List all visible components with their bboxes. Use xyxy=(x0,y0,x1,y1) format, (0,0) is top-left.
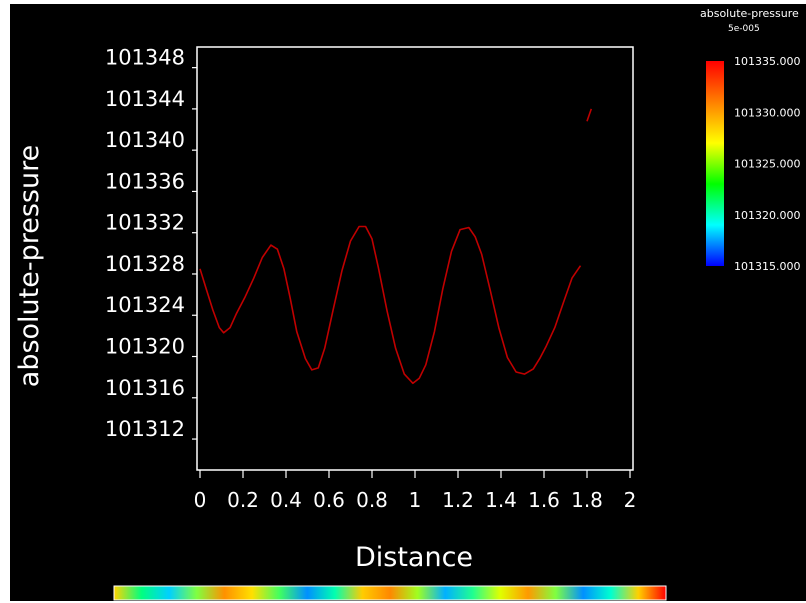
colorbar-tick-label: 101315.000 xyxy=(734,260,800,273)
colorbar-subtitle: 5e-005 xyxy=(728,24,760,34)
bottom-color-strip xyxy=(113,585,667,601)
series-line-2 xyxy=(586,108,593,122)
y-tick-label: 101340 xyxy=(105,128,185,152)
x-axis: 0 0.2 0.4 0.6 0.8 1 1.2 1.4 1.6 1.8 2 xyxy=(194,470,637,512)
line-chart: 101312 101316 101320 101324 101328 101332 1013… xyxy=(14,7,800,601)
y-tick-label: 101348 xyxy=(105,46,185,70)
x-tick-label: 1.8 xyxy=(571,488,603,512)
series-line-1 xyxy=(199,225,582,385)
colorbar-tick-label: 101335.000 xyxy=(734,55,800,68)
chart-viewport: 101312 101316 101320 101324 101328 101332 1013… xyxy=(10,4,806,601)
x-tick-label: 0.2 xyxy=(227,488,259,512)
y-axis-label: absolute-pressure xyxy=(14,145,45,387)
y-tick-label: 101324 xyxy=(105,293,185,317)
y-tick-label: 101344 xyxy=(105,87,185,111)
x-tick-label: 1.2 xyxy=(442,488,474,512)
series-layer xyxy=(199,108,593,385)
y-tick-label: 101316 xyxy=(105,376,185,400)
colorbar-title: absolute-pressure xyxy=(700,7,799,20)
y-tick-label: 101312 xyxy=(105,417,185,441)
y-tick-label: 101332 xyxy=(105,211,185,235)
x-tick-label: 1.4 xyxy=(485,488,517,512)
colorbar-tick-label: 101325.000 xyxy=(734,158,800,171)
colorbar-tick-label: 101320.000 xyxy=(734,209,800,222)
x-tick-label: 0 xyxy=(194,488,207,512)
x-tick-label: 0.6 xyxy=(313,488,345,512)
x-tick-label: 1 xyxy=(409,488,422,512)
y-axis: 101312 101316 101320 101324 101328 101332 1013… xyxy=(105,46,197,441)
x-tick-label: 0.4 xyxy=(270,488,302,512)
colorbar xyxy=(706,61,724,266)
colorbar-labels: 101335.000 101330.000 101325.000 101320.000… xyxy=(734,55,800,273)
x-axis-label: Distance xyxy=(355,542,473,573)
x-tick-label: 0.8 xyxy=(356,488,388,512)
x-tick-label: 1.6 xyxy=(528,488,560,512)
colorbar-tick-label: 101330.000 xyxy=(734,106,800,119)
x-tick-label: 2 xyxy=(624,488,637,512)
y-tick-label: 101320 xyxy=(105,335,185,359)
y-tick-label: 101336 xyxy=(105,169,185,193)
y-tick-label: 101328 xyxy=(105,252,185,276)
color-strip-bar xyxy=(113,585,667,601)
